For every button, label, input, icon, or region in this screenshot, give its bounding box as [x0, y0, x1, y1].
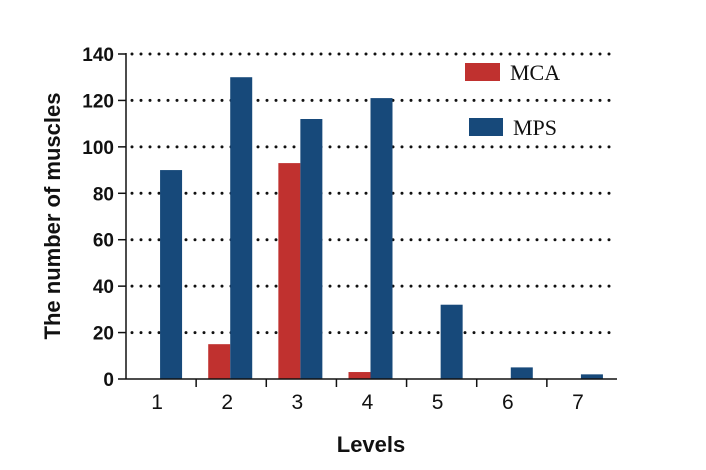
- legend: MCA MPS: [465, 60, 560, 140]
- x-tick-label: 2: [221, 391, 233, 414]
- bar-mps-7: [580, 374, 603, 379]
- bar-mps-5: [440, 304, 463, 379]
- y-tick-label: 120: [82, 91, 114, 112]
- bar-mps-2: [230, 77, 253, 379]
- x-tick-label: 5: [432, 391, 444, 414]
- legend-label-mps: MPS: [513, 115, 557, 140]
- y-tick-label: 60: [93, 231, 114, 252]
- legend-swatch-mps: [469, 118, 503, 136]
- bar-mca-2: [208, 344, 231, 379]
- y-tick-label: 0: [103, 370, 114, 391]
- y-tick-label: 140: [82, 45, 114, 66]
- y-tick-label: 100: [82, 138, 114, 159]
- bars: [160, 77, 603, 379]
- x-tick-label: 1: [151, 391, 163, 414]
- bar-mps-4: [370, 98, 393, 379]
- y-ticks: 0 20 40 60 80 100 120 140: [82, 45, 126, 391]
- x-ticks: 1 2 3 4 5 6 7: [151, 379, 584, 414]
- y-tick-label: 20: [93, 324, 114, 345]
- y-axis-label: The number of muscles: [40, 93, 65, 340]
- x-axis-label: Levels: [337, 432, 406, 457]
- bar-mps-1: [160, 170, 183, 379]
- bar-mca-4: [348, 372, 371, 379]
- x-tick-label: 6: [502, 391, 514, 414]
- y-tick-label: 80: [93, 184, 114, 205]
- bar-mps-6: [510, 367, 533, 379]
- y-tick-label: 40: [93, 277, 114, 298]
- axes: [125, 53, 617, 380]
- legend-label-mca: MCA: [510, 60, 560, 85]
- x-tick-label: 4: [362, 391, 374, 414]
- bar-mca-3: [278, 163, 301, 379]
- x-tick-label: 3: [292, 391, 304, 414]
- bar-mps-3: [300, 119, 323, 379]
- x-tick-label: 7: [572, 391, 584, 414]
- legend-swatch-mca: [465, 63, 500, 81]
